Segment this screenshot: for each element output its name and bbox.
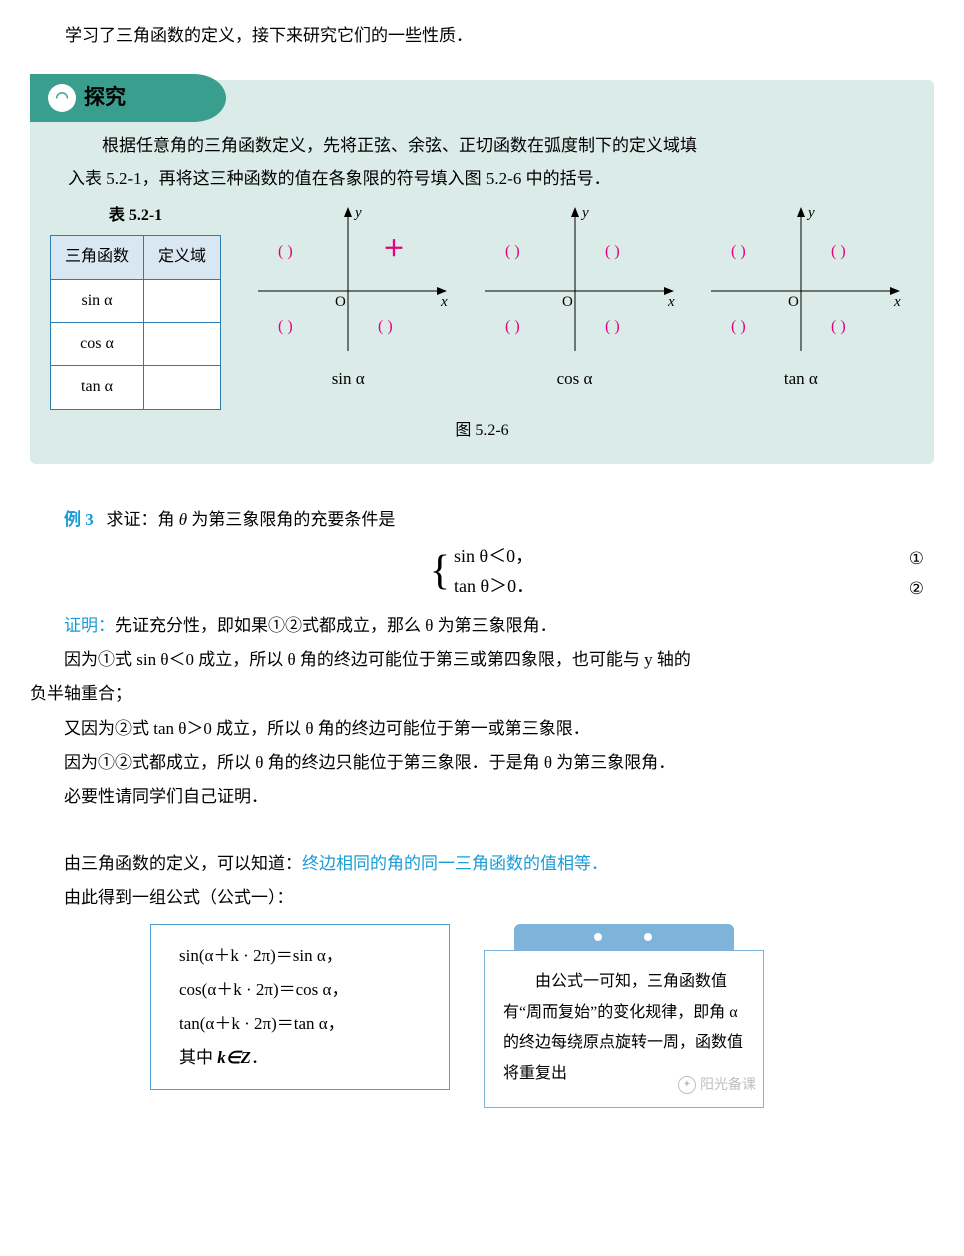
proof-p2b: 负半轴重合； bbox=[30, 678, 934, 710]
explore-line2: 入表 5.2-1，再将这三种函数的值在各象限的符号填入图 5.2-6 中的括号． bbox=[68, 163, 914, 195]
stem-part1: 求证：角 bbox=[107, 510, 179, 529]
watermark-text: 阳光备课 bbox=[700, 1071, 756, 1098]
watermark: ✦ 阳光备课 bbox=[678, 1071, 756, 1098]
formula-3: tan(α＋k · 2π)＝tan α， bbox=[179, 1007, 421, 1041]
example-section: 例 3 求证：角 θ 为第三象限角的充要条件是 { sin θ＜0， tan θ… bbox=[30, 504, 934, 1108]
table-title: 表 5.2-1 bbox=[50, 201, 221, 231]
explore-tab: ◠ 探究 bbox=[30, 74, 226, 122]
q1-plus: ＋ bbox=[383, 236, 405, 261]
cell-blank bbox=[144, 279, 221, 322]
q4-paren: ( ) bbox=[378, 318, 393, 335]
y-label: y bbox=[580, 205, 589, 221]
explore-content: 表 5.2-1 三角函数 定义域 sin α cos α tan α y bbox=[50, 201, 914, 410]
stem-part2: 为第三象限角的充要条件是 bbox=[187, 510, 395, 529]
axes-tan: y x O ( ) ( ) ( ) ( ) tan α bbox=[696, 201, 906, 395]
proof-p2a: 因为①式 sin θ＜0 成立，所以 θ 角的终边可能位于第三或第四象限，也可能… bbox=[30, 644, 934, 676]
axes-svg-cos: y x O ( ) ( ) ( ) ( ) bbox=[470, 201, 680, 361]
side-tab bbox=[514, 924, 734, 950]
formula-1: sin(α＋k · 2π)＝sin α， bbox=[179, 939, 421, 973]
cell-sin: sin α bbox=[51, 279, 144, 322]
brace-icon: { bbox=[430, 550, 450, 592]
q1-paren: ( ) bbox=[605, 243, 620, 260]
cell-tan: tan α bbox=[51, 366, 144, 409]
y-label: y bbox=[806, 205, 815, 221]
proof-p1: 证明：先证充分性，即如果①②式都成立，那么 θ 为第三象限角． bbox=[30, 610, 934, 642]
f4b: k∈Z bbox=[217, 1048, 251, 1067]
explore-box: ◠ 探究 根据任意角的三角函数定义，先将正弦、余弦、正切函数在弧度制下的定义域填… bbox=[30, 80, 934, 464]
th-domain: 定义域 bbox=[144, 236, 221, 279]
x-label: x bbox=[440, 294, 448, 310]
formula-2: cos(α＋k · 2π)＝cos α， bbox=[179, 973, 421, 1007]
origin-label: O bbox=[788, 294, 799, 310]
q2-paren: ( ) bbox=[505, 243, 520, 260]
axes-label-tan: tan α bbox=[696, 363, 906, 395]
table-row: sin α bbox=[51, 279, 221, 322]
eq-sin: sin θ＜0， bbox=[454, 541, 534, 572]
f4c: ． bbox=[251, 1048, 268, 1067]
side-note-wrap: 由公式一可知，三角函数值有“周而复始”的变化规律，即角 α 的终边每绕原点旋转一… bbox=[484, 924, 764, 1108]
axes-row: y x O ( ) ＋ ( ) ( ) sin α y bbox=[235, 201, 914, 395]
q2-paren: ( ) bbox=[731, 243, 746, 260]
table-row: 三角函数 定义域 bbox=[51, 236, 221, 279]
conclusion-l2: 由此得到一组公式（公式一）： bbox=[30, 882, 934, 914]
explore-instructions: 根据任意角的三角函数定义，先将正弦、余弦、正切函数在弧度制下的定义域填 入表 5… bbox=[50, 130, 914, 195]
table-row: cos α bbox=[51, 323, 221, 366]
cell-blank bbox=[144, 366, 221, 409]
axes-label-cos: cos α bbox=[470, 363, 680, 395]
axes-cos: y x O ( ) ( ) ( ) ( ) cos α bbox=[470, 201, 680, 395]
cell-cos: cos α bbox=[51, 323, 144, 366]
example-stem: 例 3 求证：角 θ 为第三象限角的充要条件是 bbox=[30, 504, 934, 536]
conclusion-l1: 由三角函数的定义，可以知道：终边相同的角的同一三角函数的值相等． bbox=[30, 848, 934, 880]
formula-4: 其中 k∈Z． bbox=[179, 1041, 421, 1075]
q1-paren: ( ) bbox=[831, 243, 846, 260]
explore-icon: ◠ bbox=[48, 84, 76, 112]
proof-label: 证明： bbox=[64, 616, 115, 635]
axes-label-sin: sin α bbox=[243, 363, 453, 395]
domain-table: 三角函数 定义域 sin α cos α tan α bbox=[50, 235, 221, 410]
proof-p1-text: 先证充分性，即如果①②式都成立，那么 θ 为第三象限角． bbox=[115, 616, 557, 635]
cell-blank bbox=[144, 323, 221, 366]
table-row: tan α bbox=[51, 366, 221, 409]
origin-label: O bbox=[562, 294, 573, 310]
conclusion-highlight: 终边相同的角的同一三角函数的值相等． bbox=[302, 854, 608, 873]
axes-svg-sin: y x O ( ) ＋ ( ) ( ) bbox=[243, 201, 453, 361]
y-label: y bbox=[353, 205, 362, 221]
proof-p3: 又因为②式 tan θ＞0 成立，所以 θ 角的终边可能位于第一或第三象限． bbox=[30, 713, 934, 745]
watermark-icon: ✦ bbox=[678, 1076, 696, 1094]
eq-tan: tan θ＞0． bbox=[454, 571, 534, 602]
intro-text: 学习了三角函数的定义，接下来研究它们的一些性质． bbox=[30, 20, 934, 52]
x-label: x bbox=[893, 294, 901, 310]
circ-2: ② bbox=[909, 573, 924, 605]
q3-paren: ( ) bbox=[731, 318, 746, 335]
q4-paren: ( ) bbox=[605, 318, 620, 335]
example-label: 例 3 bbox=[64, 510, 94, 529]
th-func: 三角函数 bbox=[51, 236, 144, 279]
explore-line1: 根据任意角的三角函数定义，先将正弦、余弦、正切函数在弧度制下的定义域填 bbox=[68, 130, 914, 162]
axes-sin: y x O ( ) ＋ ( ) ( ) sin α bbox=[243, 201, 453, 395]
formula-box: sin(α＋k · 2π)＝sin α， cos(α＋k · 2π)＝cos α… bbox=[150, 924, 450, 1090]
table-column: 表 5.2-1 三角函数 定义域 sin α cos α tan α bbox=[50, 201, 221, 410]
proof-p5: 必要性请同学们自己证明． bbox=[30, 781, 934, 813]
q2-paren: ( ) bbox=[278, 243, 293, 260]
x-label: x bbox=[667, 294, 675, 310]
circ-1: ① bbox=[909, 543, 924, 575]
q4-paren: ( ) bbox=[831, 318, 846, 335]
lower-row: sin(α＋k · 2π)＝sin α， cos(α＋k · 2π)＝cos α… bbox=[30, 924, 934, 1108]
axes-svg-tan: y x O ( ) ( ) ( ) ( ) bbox=[696, 201, 906, 361]
q3-paren: ( ) bbox=[505, 318, 520, 335]
proof-p4: 因为①②式都成立，所以 θ 角的终边只能位于第三象限．于是角 θ 为第三象限角． bbox=[30, 747, 934, 779]
f4a: 其中 bbox=[179, 1048, 217, 1067]
q3-paren: ( ) bbox=[278, 318, 293, 335]
equation-block: { sin θ＜0， tan θ＞0． ① ② bbox=[30, 541, 934, 602]
figure-caption: 图 5.2-6 bbox=[50, 416, 914, 446]
explore-title: 探究 bbox=[84, 78, 126, 118]
origin-label: O bbox=[335, 294, 346, 310]
conclusion-l1a: 由三角函数的定义，可以知道： bbox=[64, 854, 302, 873]
